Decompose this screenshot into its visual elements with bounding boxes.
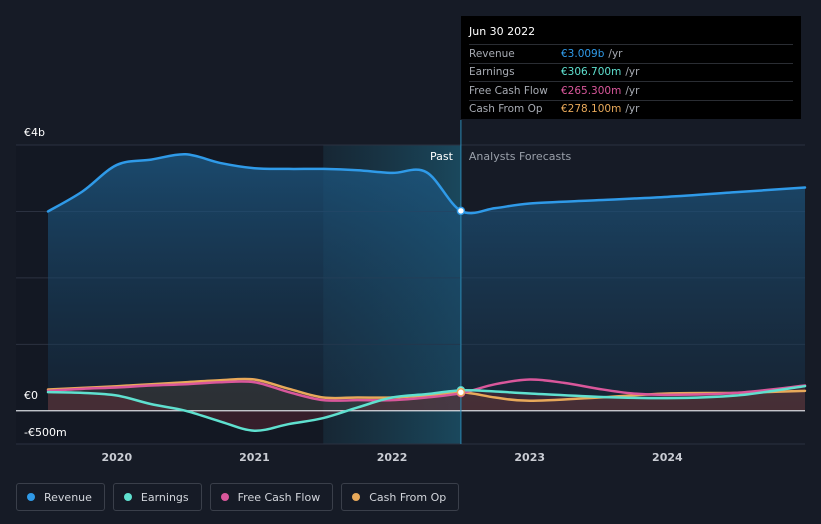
tooltip-row-cash-from-op: Cash From Op €278.100m /yr	[469, 99, 793, 119]
marker-revenue	[456, 206, 466, 216]
tooltip-panel: Jun 30 2022 Revenue €3.009b /yr Earnings…	[461, 16, 801, 119]
y-tick-label-bottom: -€500m	[24, 426, 67, 439]
earnings-area	[48, 386, 805, 431]
x-tick-label: 2020	[102, 451, 133, 464]
legend-item-revenue[interactable]: Revenue	[16, 483, 105, 511]
x-tick-label: 2022	[377, 451, 408, 464]
series-line-revenue	[46, 153, 807, 215]
tooltip-row-revenue: Revenue €3.009b /yr	[469, 44, 793, 63]
tooltip-value: €306.700m	[561, 66, 622, 79]
tooltip-date: Jun 30 2022	[469, 25, 536, 38]
tooltip-label: Earnings	[469, 66, 515, 79]
y-tick-label-top: €4b	[24, 126, 45, 139]
tooltip-row-earnings: Earnings €306.700m /yr	[469, 62, 793, 82]
tooltip-unit: /yr	[625, 84, 640, 97]
series-line-earnings	[46, 384, 807, 432]
legend-label: Free Cash Flow	[237, 490, 321, 504]
legend-item-earnings[interactable]: Earnings	[112, 483, 202, 511]
tooltip-value: €278.100m	[561, 103, 622, 116]
x-tick-label: 2021	[239, 451, 270, 464]
tooltip-unit: /yr	[625, 103, 640, 116]
legend-item-cash-from-op[interactable]: Cash From Op	[341, 483, 460, 511]
legend-item-free-cash-flow[interactable]: Free Cash Flow	[209, 483, 334, 511]
legend-label: Cash From Op	[369, 490, 447, 504]
tooltip-unit: /yr	[608, 47, 623, 60]
forecast-label: Analysts Forecasts	[469, 150, 572, 163]
legend-label: Earnings	[140, 490, 189, 504]
tooltip-value: €265.300m	[561, 84, 622, 97]
past-label: Past	[430, 150, 454, 163]
tooltip-label: Free Cash Flow	[469, 84, 548, 97]
revenue-area	[48, 154, 805, 411]
legend-dot-icon	[220, 493, 229, 501]
chart-legend: Revenue Earnings Free Cash Flow Cash Fro…	[16, 483, 460, 511]
tooltip-value: €3.009b	[561, 47, 605, 60]
marker-cash-from-op	[456, 388, 466, 397]
legend-dot-icon	[123, 493, 132, 501]
x-tick-label: 2024	[652, 451, 683, 464]
legend-dot-icon	[27, 493, 35, 501]
x-tick-label: 2023	[514, 451, 545, 464]
tooltip-label: Cash From Op	[469, 103, 543, 116]
legend-label: Revenue	[44, 490, 92, 504]
series-line-free-cash-flow	[46, 378, 807, 402]
tooltip-row-free-cash-flow: Free Cash Flow €265.300m /yr	[469, 81, 793, 100]
cash-from-op-area	[48, 378, 805, 411]
tooltip-unit: /yr	[625, 66, 640, 79]
legend-dot-icon	[352, 493, 361, 501]
tooltip-label: Revenue	[469, 47, 515, 60]
y-tick-label-zero: €0	[24, 389, 38, 402]
